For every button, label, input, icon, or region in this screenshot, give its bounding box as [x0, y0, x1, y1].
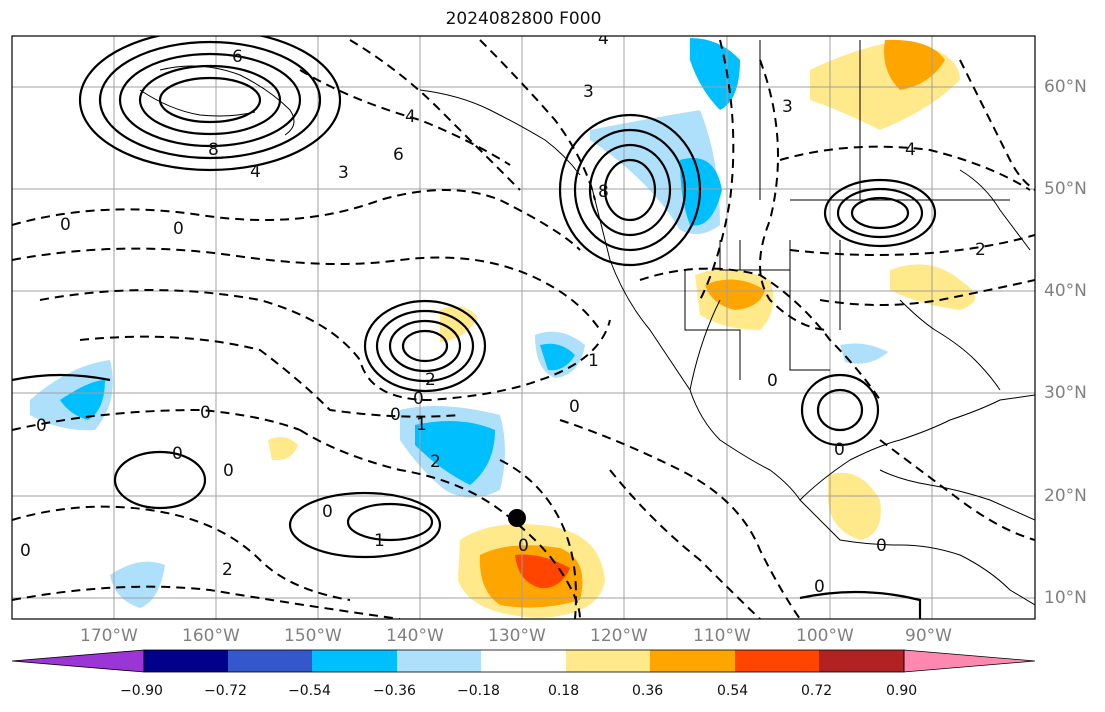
contour-label: 8 — [208, 140, 219, 160]
colorbar-low-extend — [11, 649, 145, 673]
contour-label: 0 — [814, 577, 825, 597]
lon-label: 170°W — [80, 626, 138, 646]
lon-label: 160°W — [182, 626, 240, 646]
shade-neg-sw — [110, 561, 165, 608]
shading-layer — [30, 38, 975, 618]
contour-label: 4 — [250, 162, 261, 182]
shade-pos-small — [268, 436, 298, 461]
lon-label: 150°W — [284, 626, 342, 646]
contour-label: 2 — [425, 370, 436, 390]
contour-label: 6 — [232, 47, 243, 67]
map-title: 2024082800 F000 — [445, 9, 602, 29]
colorbar-tick-label: 0.90 — [886, 683, 918, 699]
contour-label: 0 — [767, 371, 778, 391]
contour-label: 0 — [172, 444, 183, 464]
shade-pos-sw-us-core — [705, 279, 765, 310]
contour-label: 0 — [413, 389, 424, 409]
colorbar-segment — [566, 650, 650, 672]
lat-label: 60°N — [1044, 77, 1087, 97]
colorbar-segment — [819, 650, 904, 672]
shade-negative-mid — [415, 421, 495, 485]
contour-label: 0 — [876, 536, 887, 556]
lon-label: 120°W — [590, 626, 648, 646]
colorbar-segment — [312, 650, 397, 672]
colorbar-tick-label: 0.18 — [548, 683, 580, 699]
lon-label: 130°W — [488, 626, 546, 646]
lon-label: 90°W — [905, 626, 952, 646]
colorbar-tick-label: −0.36 — [373, 683, 416, 699]
contour-label: 0 — [173, 219, 184, 239]
colorbar-tick-label: 0.36 — [632, 683, 664, 699]
shade-neg-gulf — [840, 343, 888, 364]
lat-label: 10°N — [1044, 588, 1087, 608]
lon-label: 140°W — [386, 626, 444, 646]
contours-solid — [12, 36, 937, 619]
contour-label: 4 — [405, 107, 416, 127]
colorbar-segment — [735, 650, 819, 672]
storm-center-marker — [508, 509, 526, 527]
colorbar-segment — [650, 650, 735, 672]
lat-label: 40°N — [1044, 281, 1087, 301]
colorbar-tick-label: 0.54 — [717, 683, 749, 699]
colorbar-segment — [144, 650, 228, 672]
contour-label: 1 — [374, 531, 385, 551]
contour-label: 4 — [905, 140, 916, 160]
colorbar-high-extend — [903, 649, 1036, 673]
contour-label: 0 — [518, 536, 529, 556]
shade-neg-ca-core — [540, 343, 575, 371]
colorbar-segment — [397, 650, 481, 672]
contour-label: 2 — [430, 452, 441, 472]
colorbar-tick-label: −0.90 — [120, 683, 163, 699]
contour-label: 6 — [393, 145, 404, 165]
map-frame — [11, 35, 1036, 620]
colorbar-tick-label: −0.54 — [288, 683, 331, 699]
contour-label: 3 — [782, 97, 793, 117]
contour-label: 0 — [322, 502, 333, 522]
lat-label: 30°N — [1044, 383, 1087, 403]
contour-label: 4 — [598, 29, 609, 49]
lon-label: 110°W — [693, 626, 751, 646]
contour-labels: 0 0 0 0 0 0 0 0 0 0 0 0 0 0 0 0 1 1 1 2 … — [20, 29, 986, 597]
contours-dashed — [12, 39, 1035, 619]
contour-label: 3 — [338, 163, 349, 183]
contour-label: 0 — [20, 541, 31, 561]
shade-pos-ne-core — [884, 39, 945, 90]
colorbar-tick-label: 0.72 — [801, 683, 833, 699]
contour-label: 1 — [588, 351, 599, 371]
graticule — [12, 36, 1035, 619]
contour-label: 2 — [975, 240, 986, 260]
contour-label: 8 — [598, 182, 609, 202]
shade-neg-west-core — [60, 380, 105, 420]
colorbar — [11, 649, 1036, 673]
contour-label: 0 — [569, 397, 580, 417]
contour-label: 0 — [834, 440, 845, 460]
colorbar-segment — [481, 650, 566, 672]
contour-label: 1 — [416, 415, 427, 435]
colorbar-tick-label: −0.72 — [204, 683, 247, 699]
lon-label: 100°W — [796, 626, 854, 646]
contour-label: 0 — [200, 403, 211, 423]
contour-label: 0 — [390, 405, 401, 425]
contour-label: 2 — [222, 560, 233, 580]
lat-label: 50°N — [1044, 179, 1087, 199]
lat-label: 20°N — [1044, 486, 1087, 506]
colorbar-segment — [228, 650, 312, 672]
shade-pos-gulf — [828, 472, 881, 540]
contour-label: 0 — [36, 416, 47, 436]
contour-label: 3 — [583, 82, 594, 102]
contour-label: 0 — [223, 461, 234, 481]
contour-label: 0 — [60, 215, 71, 235]
colorbar-tick-label: −0.18 — [457, 683, 500, 699]
